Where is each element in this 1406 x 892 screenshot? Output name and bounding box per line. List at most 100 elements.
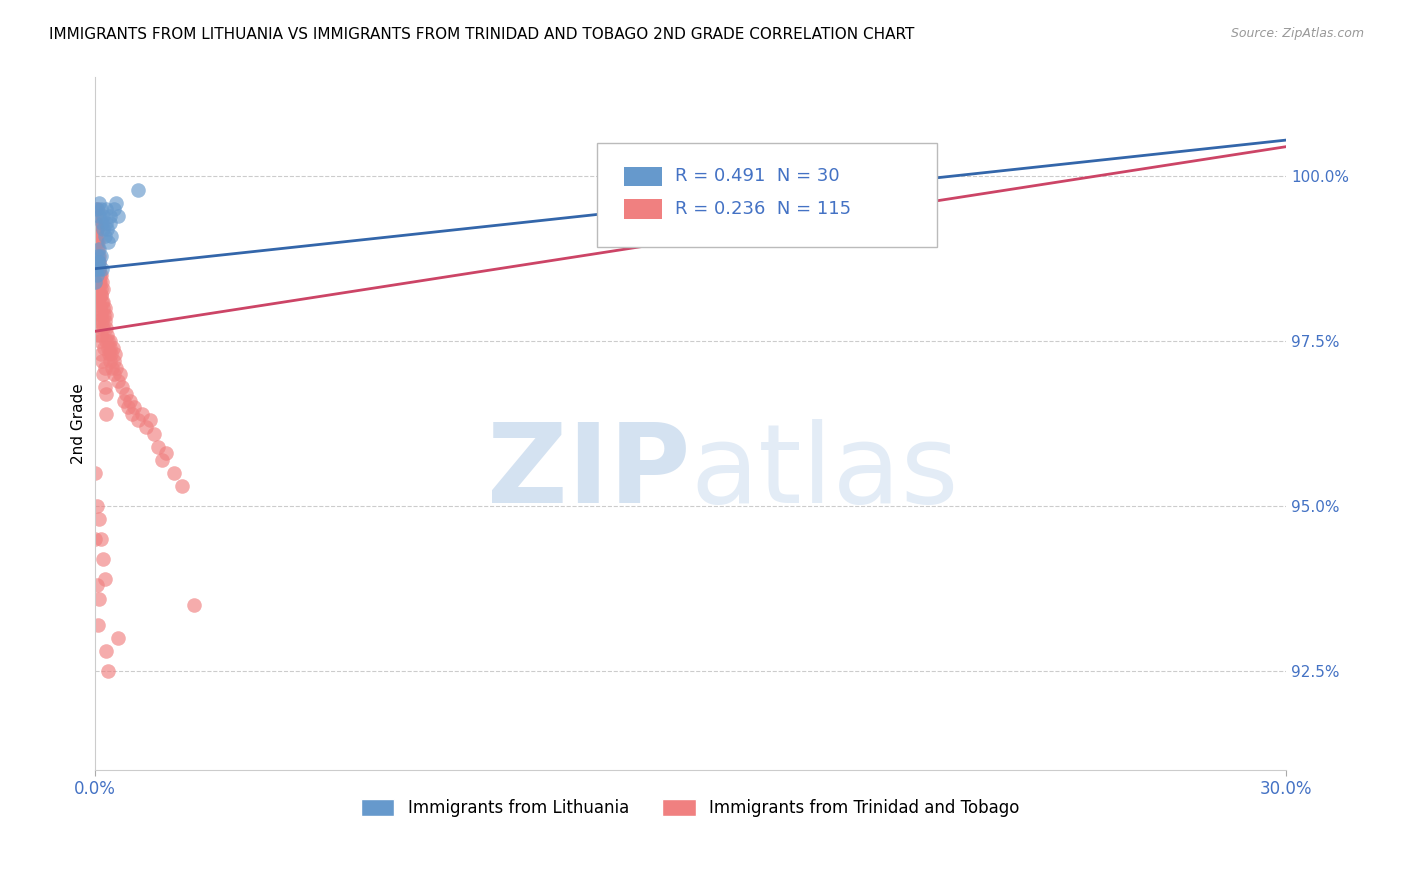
Point bbox=[135, 420, 157, 434]
Point bbox=[90, 248, 112, 262]
Point bbox=[94, 314, 117, 328]
Point bbox=[86, 222, 108, 236]
Point bbox=[91, 222, 114, 236]
Point bbox=[86, 248, 108, 262]
Point bbox=[127, 183, 149, 197]
Point bbox=[97, 341, 120, 355]
Point bbox=[84, 275, 107, 289]
Point bbox=[93, 341, 115, 355]
Point bbox=[96, 644, 118, 658]
Text: ZIP: ZIP bbox=[486, 418, 690, 525]
Point bbox=[86, 242, 108, 256]
Point bbox=[89, 261, 111, 276]
Point bbox=[86, 222, 108, 236]
Point bbox=[97, 347, 120, 361]
Point bbox=[89, 334, 111, 349]
Point bbox=[87, 255, 110, 269]
Point bbox=[93, 308, 115, 322]
Point bbox=[100, 209, 122, 223]
Point bbox=[84, 228, 107, 243]
Point bbox=[163, 466, 186, 480]
Point bbox=[89, 281, 111, 295]
Point bbox=[86, 202, 108, 217]
FancyBboxPatch shape bbox=[623, 167, 662, 186]
Point bbox=[107, 631, 129, 645]
Point bbox=[91, 321, 114, 335]
Point bbox=[117, 401, 139, 415]
Text: R = 0.491  N = 30: R = 0.491 N = 30 bbox=[675, 168, 839, 186]
FancyBboxPatch shape bbox=[598, 144, 936, 247]
Point bbox=[86, 202, 108, 217]
Point bbox=[91, 354, 114, 368]
Point bbox=[105, 360, 128, 375]
Point bbox=[90, 314, 112, 328]
Point bbox=[100, 228, 122, 243]
Text: IMMIGRANTS FROM LITHUANIA VS IMMIGRANTS FROM TRINIDAD AND TOBAGO 2ND GRADE CORRE: IMMIGRANTS FROM LITHUANIA VS IMMIGRANTS … bbox=[49, 27, 914, 42]
Point bbox=[86, 268, 108, 283]
Point bbox=[87, 195, 110, 210]
Point bbox=[94, 360, 117, 375]
Point bbox=[170, 479, 193, 493]
Point bbox=[97, 664, 120, 678]
Point bbox=[87, 255, 110, 269]
Point bbox=[89, 209, 111, 223]
Point bbox=[84, 222, 107, 236]
Point bbox=[86, 314, 108, 328]
Point bbox=[84, 261, 107, 276]
Point bbox=[87, 591, 110, 606]
Point bbox=[84, 532, 107, 546]
Point bbox=[100, 354, 122, 368]
Text: R = 0.236  N = 115: R = 0.236 N = 115 bbox=[675, 200, 851, 218]
Point bbox=[84, 228, 107, 243]
Point bbox=[101, 341, 124, 355]
Point bbox=[84, 209, 107, 223]
Point bbox=[84, 268, 107, 283]
Point bbox=[90, 275, 112, 289]
Point bbox=[120, 393, 142, 408]
Point bbox=[87, 261, 110, 276]
Point bbox=[87, 242, 110, 256]
Point bbox=[89, 255, 111, 269]
Point bbox=[100, 334, 122, 349]
Point bbox=[111, 380, 134, 394]
Point bbox=[94, 215, 117, 229]
Point bbox=[97, 334, 120, 349]
Point bbox=[87, 248, 110, 262]
Point bbox=[718, 156, 741, 170]
Point bbox=[98, 341, 121, 355]
Point bbox=[84, 215, 107, 229]
Point bbox=[101, 360, 124, 375]
Point bbox=[98, 215, 121, 229]
Point bbox=[90, 288, 112, 302]
Point bbox=[90, 215, 112, 229]
Point bbox=[90, 532, 112, 546]
Point bbox=[84, 202, 107, 217]
Point bbox=[87, 255, 110, 269]
Point bbox=[90, 347, 112, 361]
Point bbox=[89, 268, 111, 283]
Point bbox=[91, 294, 114, 309]
Point bbox=[143, 426, 166, 441]
Point bbox=[86, 301, 108, 316]
Point bbox=[84, 288, 107, 302]
Point bbox=[155, 446, 177, 460]
Point bbox=[121, 407, 143, 421]
Point bbox=[96, 334, 118, 349]
Point bbox=[91, 552, 114, 566]
Point bbox=[93, 301, 115, 316]
Point bbox=[103, 368, 125, 382]
Point bbox=[84, 235, 107, 250]
Point bbox=[91, 294, 114, 309]
Point bbox=[94, 387, 117, 401]
Point bbox=[87, 618, 110, 632]
Point bbox=[139, 413, 162, 427]
Point bbox=[91, 281, 114, 295]
Point bbox=[107, 209, 129, 223]
Point bbox=[87, 314, 110, 328]
Point bbox=[115, 387, 138, 401]
Point bbox=[96, 321, 118, 335]
Point bbox=[87, 235, 110, 250]
Point bbox=[84, 215, 107, 229]
Point bbox=[103, 354, 125, 368]
Point bbox=[91, 301, 114, 316]
